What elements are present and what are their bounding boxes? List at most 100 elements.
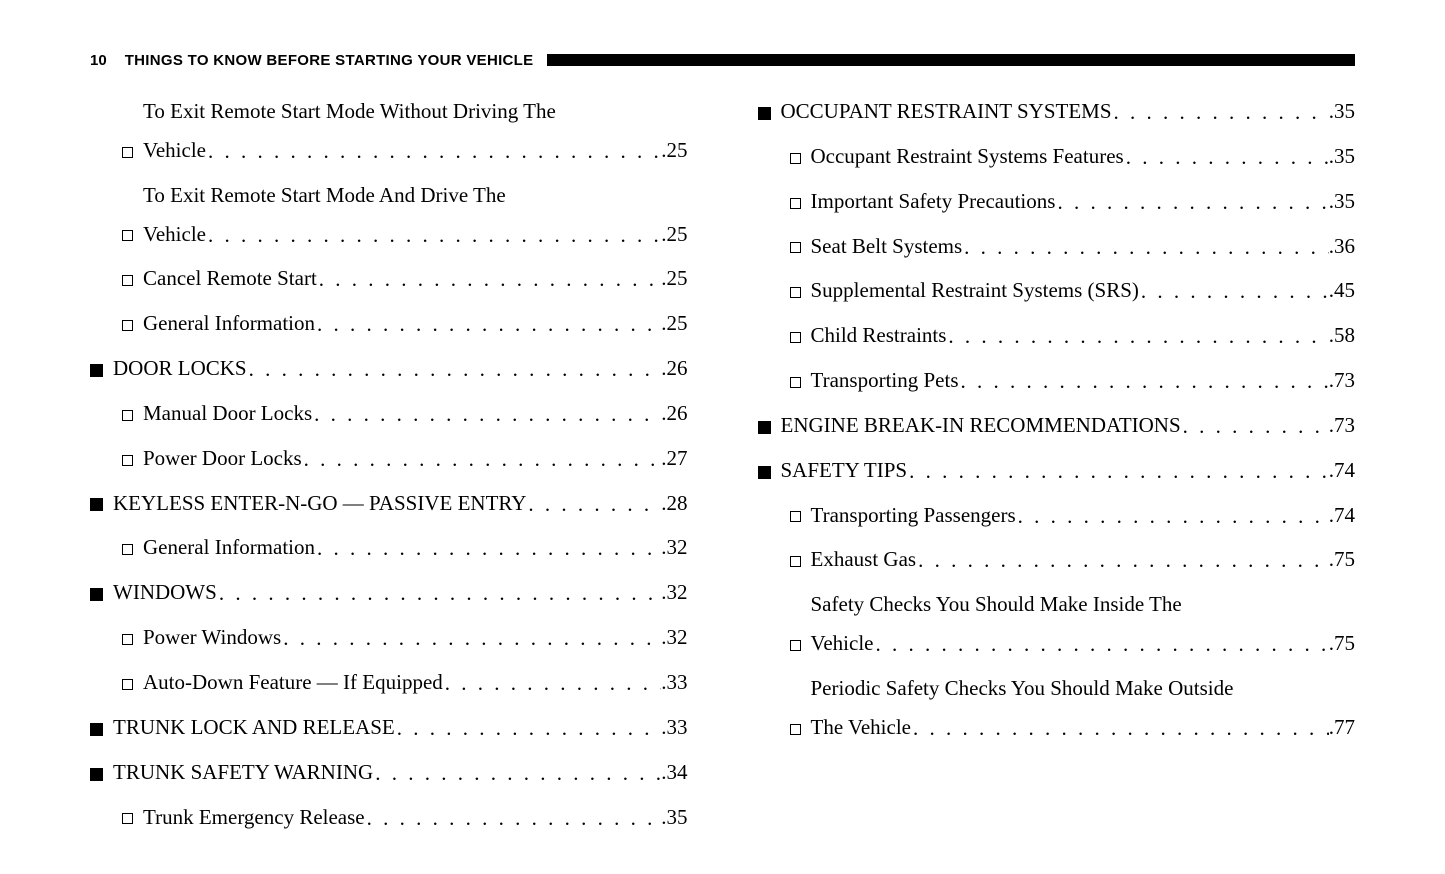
toc-entry: OCCUPANT RESTRAINT SYSTEMS.35	[758, 92, 1356, 131]
dot-leader	[315, 529, 661, 568]
toc-entry-page: .25	[661, 131, 687, 170]
square-hollow-icon	[122, 679, 133, 690]
toc-entry-page: .74	[1329, 451, 1355, 490]
toc-entry-text: Child Restraints	[811, 316, 947, 355]
toc-entry-text: Vehicle	[143, 215, 206, 254]
toc-entry: Cancel Remote Start.25	[122, 259, 688, 298]
toc-entry-text: To Exit Remote Start Mode And Drive The	[143, 176, 688, 215]
toc-entry-page: .35	[1329, 92, 1355, 131]
header-rule-bar	[547, 54, 1355, 66]
toc-entry-page: .35	[661, 798, 687, 837]
dot-leader	[962, 228, 1329, 267]
square-hollow-icon	[790, 198, 801, 209]
toc-entry-page: .74	[1329, 496, 1355, 535]
toc-entry: TRUNK SAFETY WARNING .34	[90, 753, 688, 792]
square-hollow-icon	[790, 153, 801, 164]
toc-entry: ENGINE BREAK-IN RECOMMENDATIONS.73	[758, 406, 1356, 445]
dot-leader	[365, 799, 662, 838]
toc-entry-page: .77	[1329, 708, 1355, 747]
toc-entry-page: .32	[661, 528, 687, 567]
toc-entry: Transporting Pets.73	[790, 361, 1356, 400]
toc-entry-page: .75	[1329, 624, 1355, 663]
toc-entry: Auto-Down Feature — If Equipped.33	[122, 663, 688, 702]
dot-leader	[1139, 272, 1329, 311]
toc-entry-multiline: Safety Checks You Should Make Inside The…	[811, 585, 1356, 663]
square-hollow-icon	[122, 813, 133, 824]
toc-entry-text: Power Windows	[143, 618, 281, 657]
toc-entry-text: Periodic Safety Checks You Should Make O…	[811, 669, 1356, 708]
square-hollow-icon	[122, 230, 133, 241]
toc-entry-text: To Exit Remote Start Mode Without Drivin…	[143, 92, 688, 131]
dot-leader	[443, 664, 661, 703]
toc-entry-text: KEYLESS ENTER-N-GO — PASSIVE ENTRY	[113, 484, 526, 523]
toc-entry-page: .45	[1329, 271, 1355, 310]
square-solid-icon	[758, 421, 771, 434]
toc-entry-page: .32	[661, 618, 687, 657]
dot-leader	[873, 625, 1328, 664]
square-solid-icon	[90, 364, 103, 377]
dot-leader	[1124, 138, 1329, 177]
toc-entry-text: Vehicle	[143, 131, 206, 170]
toc-entry-text: ENGINE BREAK-IN RECOMMENDATIONS	[781, 406, 1181, 445]
toc-entry-text: Seat Belt Systems	[811, 227, 963, 266]
toc-entry-text: Transporting Pets	[811, 361, 959, 400]
square-hollow-icon	[122, 634, 133, 645]
dot-leader	[206, 216, 661, 255]
dot-leader	[1112, 93, 1329, 132]
dot-leader	[907, 452, 1329, 491]
toc-entry-page: .27	[661, 439, 687, 478]
dot-leader	[1055, 183, 1328, 222]
toc-right-column: OCCUPANT RESTRAINT SYSTEMS.35 Occupant Re…	[758, 92, 1356, 842]
toc-entry: Occupant Restraint Systems Features .35	[790, 137, 1356, 176]
toc-entry-text: Safety Checks You Should Make Inside The	[811, 585, 1356, 624]
toc-entry: Important Safety Precautions .35	[790, 182, 1356, 221]
toc-entry: DOOR LOCKS.26	[90, 349, 688, 388]
toc-entry-text: Manual Door Locks	[143, 394, 312, 433]
dot-leader	[946, 317, 1328, 356]
square-hollow-icon	[122, 544, 133, 555]
dot-leader	[315, 305, 661, 344]
toc-entry: WINDOWS.32	[90, 573, 688, 612]
toc-entry-text: TRUNK SAFETY WARNING	[113, 753, 373, 792]
toc-entry-row: Vehicle .25	[143, 215, 688, 254]
dot-leader	[217, 574, 661, 613]
toc-entry-text: Occupant Restraint Systems Features	[811, 137, 1124, 176]
toc-entry-page: .58	[1329, 316, 1355, 355]
toc-entry-text: Transporting Passengers	[811, 496, 1016, 535]
toc-entry-row: The Vehicle.77	[811, 708, 1356, 747]
dot-leader	[916, 541, 1329, 580]
toc-entry: Trunk Emergency Release.35	[122, 798, 688, 837]
toc-entry-page: .25	[661, 215, 687, 254]
toc-entry-page: .33	[661, 708, 687, 747]
square-hollow-icon	[122, 147, 133, 158]
toc-entry-page: .35	[1329, 182, 1355, 221]
square-hollow-icon	[790, 640, 801, 651]
toc-entry-page: .26	[661, 349, 687, 388]
square-hollow-icon	[122, 410, 133, 421]
toc-entry-page: .33	[661, 663, 687, 702]
toc-entry: Child Restraints .58	[790, 316, 1356, 355]
square-solid-icon	[90, 498, 103, 511]
toc-entry: Safety Checks You Should Make Inside The…	[790, 585, 1356, 663]
toc-entry-page: .32	[661, 573, 687, 612]
toc-entry: Power Door Locks.27	[122, 439, 688, 478]
toc-entry: Exhaust Gas.75	[790, 540, 1356, 579]
toc-entry-text: General Information	[143, 528, 315, 567]
toc-entry: Periodic Safety Checks You Should Make O…	[790, 669, 1356, 747]
toc-entry: KEYLESS ENTER-N-GO — PASSIVE ENTRY.28	[90, 484, 688, 523]
toc-entry: Manual Door Locks.26	[122, 394, 688, 433]
square-hollow-icon	[790, 724, 801, 735]
square-solid-icon	[758, 466, 771, 479]
dot-leader	[959, 362, 1329, 401]
dot-leader	[206, 132, 661, 171]
toc-entry-text: Vehicle	[811, 624, 874, 663]
square-hollow-icon	[122, 455, 133, 466]
toc-entry: To Exit Remote Start Mode Without Drivin…	[122, 92, 688, 170]
page-header: 10 THINGS TO KNOW BEFORE STARTING YOUR V…	[90, 50, 1355, 70]
toc-entry-text: Important Safety Precautions	[811, 182, 1056, 221]
toc-entry-row: Vehicle .25	[143, 131, 688, 170]
toc-entry-page: .34	[661, 753, 687, 792]
toc-entry: Power Windows .32	[122, 618, 688, 657]
toc-left-column: To Exit Remote Start Mode Without Drivin…	[90, 92, 688, 842]
toc-entry-page: .35	[1329, 137, 1355, 176]
